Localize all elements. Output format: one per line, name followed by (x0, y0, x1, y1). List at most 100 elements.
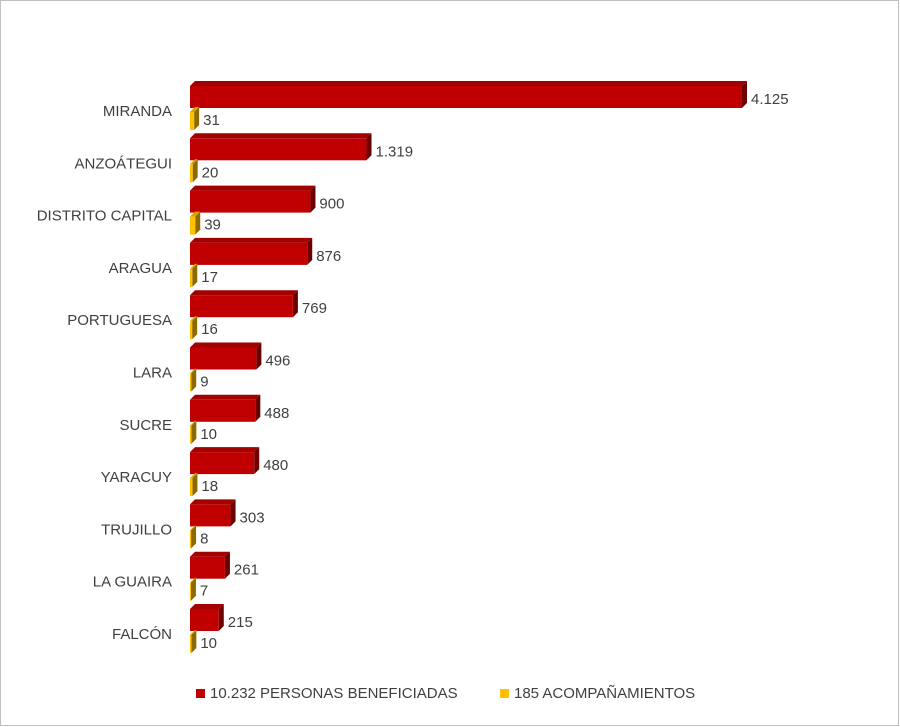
category-label: MIRANDA (103, 103, 172, 120)
value-label: 488 (264, 405, 289, 422)
bar-3d (190, 525, 197, 549)
bar-side (230, 499, 236, 527)
bar-3d (190, 211, 201, 235)
bar-top (190, 604, 224, 609)
bar (190, 582, 191, 601)
category-label: DISTRITO CAPITAL (37, 208, 172, 225)
bar (190, 321, 193, 340)
bar-top (190, 525, 197, 531)
bar (190, 295, 293, 318)
bar-3d (190, 133, 372, 161)
bar-3d (190, 159, 198, 183)
bar (190, 138, 367, 161)
bar (190, 112, 195, 130)
value-label: 769 (302, 300, 327, 317)
bar (190, 609, 219, 631)
bar (190, 635, 192, 653)
bar (190, 164, 193, 183)
bar-side (192, 316, 198, 340)
bar-top (190, 133, 372, 139)
bar (190, 347, 257, 370)
bar-top (190, 185, 316, 191)
category-label: YARACUY (101, 469, 172, 486)
bar-3d (190, 604, 224, 631)
bar-top (190, 368, 197, 374)
bar-side (192, 159, 198, 183)
value-label: 8 (200, 530, 208, 547)
category-label: ANZOÁTEGUI (74, 155, 172, 172)
bar (190, 399, 256, 422)
bar-side (366, 133, 372, 161)
bar-top (190, 499, 236, 505)
bar-top (190, 420, 197, 426)
bar-side (255, 394, 261, 422)
value-label: 10 (200, 426, 217, 443)
bar-top (190, 159, 198, 165)
bar-side (310, 185, 316, 213)
bar-top (190, 394, 261, 400)
value-label: 39 (204, 217, 221, 234)
bar-side (191, 368, 197, 392)
bar-3d (190, 499, 236, 527)
bar-side (192, 263, 198, 287)
bar (190, 216, 196, 235)
bar-3d (190, 368, 197, 392)
bar (190, 452, 255, 475)
bar-top (190, 630, 197, 635)
bar (190, 425, 192, 444)
bar-side (742, 81, 747, 108)
legend-label: 185 ACOMPAÑAMIENTOS (514, 685, 695, 702)
bar-side (218, 604, 224, 631)
value-label: 261 (234, 562, 259, 579)
value-label: 215 (228, 614, 253, 631)
bar-3d (190, 342, 262, 370)
bar-3d (190, 473, 198, 497)
bar-top (190, 473, 198, 479)
value-label: 9 (200, 373, 208, 390)
bar-side (191, 525, 197, 549)
bar-top (190, 342, 262, 348)
bar-3d (190, 316, 198, 340)
bar-3d (190, 185, 316, 213)
category-label: ARAGUA (109, 260, 172, 277)
bar (190, 86, 742, 108)
bar (190, 478, 193, 497)
bar-3d (190, 630, 197, 653)
value-label: 10 (200, 635, 217, 652)
bar-side (194, 107, 200, 130)
value-label: 496 (265, 352, 290, 369)
bar-3d (190, 237, 313, 265)
bar-3d (190, 420, 197, 444)
bar-top (190, 577, 196, 583)
bar-side (254, 447, 260, 475)
bar (190, 268, 193, 287)
value-label: 16 (201, 321, 218, 338)
bar-top (190, 551, 230, 557)
legend-label: 10.232 PERSONAS BENEFICIADAS (210, 685, 458, 702)
bar-side (191, 420, 197, 444)
bar-side (195, 211, 201, 235)
bar (190, 190, 311, 213)
value-label: 18 (201, 478, 218, 495)
bar-top (190, 447, 260, 453)
bar-3d (190, 107, 200, 130)
bar-3d (190, 394, 261, 422)
value-label: 876 (316, 248, 341, 265)
bar (190, 530, 192, 549)
value-label: 900 (319, 196, 344, 213)
bar-top (190, 211, 201, 217)
value-label: 17 (201, 269, 218, 286)
bar (190, 373, 192, 392)
category-label: LARA (133, 364, 172, 381)
legend-swatch (196, 689, 205, 698)
bar (190, 504, 231, 527)
bar-top (190, 263, 198, 269)
category-label: FALCÓN (112, 626, 172, 643)
bar (190, 556, 225, 579)
bar-3d (190, 551, 230, 579)
bar-side (256, 342, 262, 370)
value-label: 303 (240, 509, 265, 526)
